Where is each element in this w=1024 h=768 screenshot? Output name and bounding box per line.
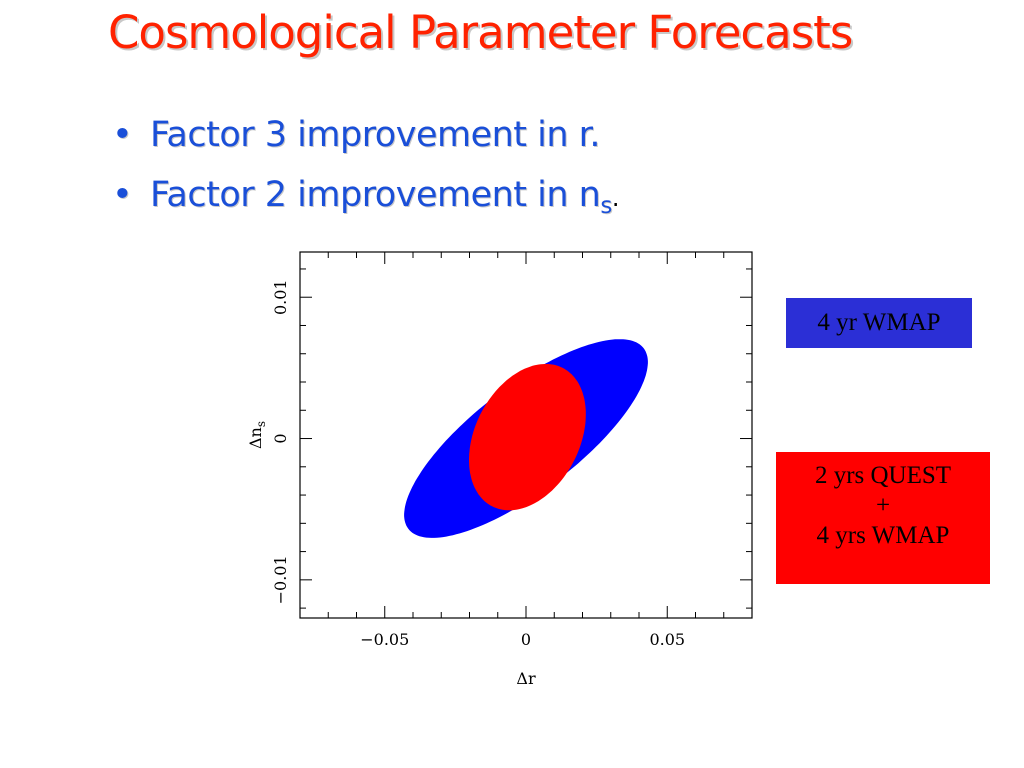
- chart-ticks: −0.05 0 0.05 −0.01 0 0.01: [271, 252, 752, 649]
- slide-title: Cosmological Parameter Forecasts: [108, 6, 853, 59]
- y-tick-label: −0.01: [271, 555, 290, 604]
- legend-quest: 2 yrs QUEST + 4 yrs WMAP: [776, 452, 990, 584]
- bullet-text: Factor 2 improvement in n: [150, 175, 601, 215]
- bullet-subscript: s: [600, 193, 612, 219]
- legend-quest-line: 4 yrs WMAP: [816, 522, 950, 549]
- ellipse-quest: [469, 364, 586, 511]
- bullet-list: • Factor 3 improvement in r. • Factor 2 im…: [112, 105, 619, 236]
- chart-marks: [404, 339, 648, 538]
- legend-quest-line: +: [875, 492, 891, 519]
- legend-wmap: 4 yr WMAP: [786, 298, 972, 348]
- bullet-text: Factor 3 improvement in r.: [150, 115, 600, 155]
- svg-text:Δns: Δns: [246, 421, 268, 449]
- legend-quest-line: 2 yrs QUEST: [814, 462, 952, 489]
- bullet-item: • Factor 2 improvement in ns.: [112, 165, 619, 236]
- ellipse-chart: −0.05 0 0.05 −0.01 0 0.01 Δr Δns: [246, 251, 753, 688]
- bullet-suffix: .: [611, 184, 620, 212]
- bullet-marker: •: [112, 115, 133, 155]
- x-tick-label: −0.05: [360, 630, 409, 649]
- y-tick-label: 0.01: [271, 279, 290, 315]
- x-tick-label: 0: [521, 630, 531, 649]
- x-axis-label: Δr: [516, 669, 536, 688]
- x-tick-label: 0.05: [649, 630, 685, 649]
- y-axis-label: Δn: [246, 427, 265, 449]
- bullet-marker: •: [112, 175, 133, 215]
- bullet-item: • Factor 3 improvement in r.: [112, 105, 619, 165]
- y-tick-label: 0: [271, 433, 290, 443]
- y-axis-label-subscript: s: [254, 421, 268, 427]
- y-axis-label-group: Δns: [246, 421, 268, 449]
